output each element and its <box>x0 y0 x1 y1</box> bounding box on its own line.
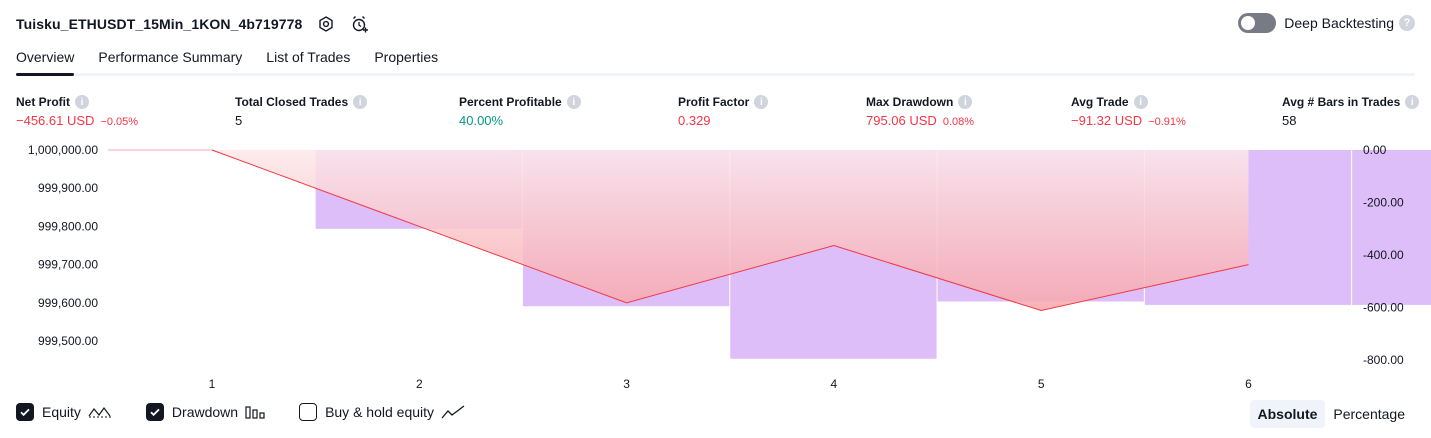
metric-title: Profit Factor <box>678 95 750 109</box>
report-tabs: Overview Performance Summary List of Tra… <box>16 44 462 76</box>
equity-series <box>108 149 1249 312</box>
metric-value: 0.329 <box>678 113 711 128</box>
help-icon[interactable]: ? <box>1399 15 1415 31</box>
strategy-name: Tuisku_ETHUSDT_15Min_1KON_4b719778 <box>16 16 303 32</box>
metric-max-drawdown: Max Drawdown i 795.06 USD 0.08% <box>866 94 974 128</box>
buy-hold-line-icon <box>441 405 465 419</box>
tabs-divider <box>16 73 1415 76</box>
tab-properties[interactable]: Properties <box>374 49 439 65</box>
right-axis-tick: -600.00 <box>1363 301 1404 315</box>
left-axis: 1,000,000.00 999,900.00 999,800.00 999,700.… <box>28 143 98 348</box>
legend-label: Buy & hold equity <box>325 404 435 420</box>
legend-label: Drawdown <box>171 404 239 420</box>
chart-legend: Equity Drawdown Buy & hold equity <box>16 403 499 421</box>
metric-sub-value: 0.08% <box>942 116 975 128</box>
metric-title: Max Drawdown <box>866 95 954 109</box>
metric-title: Net Profit <box>16 95 70 109</box>
metric-value: −91.32 USD <box>1071 113 1143 128</box>
metric-profit-factor: Profit Factor i 0.329 <box>678 94 769 128</box>
metric-title: Percent Profitable <box>459 95 562 109</box>
left-axis-tick: 999,500.00 <box>38 334 98 348</box>
metric-title: Total Closed Trades <box>235 95 349 109</box>
absolute-button[interactable]: Absolute <box>1249 400 1326 428</box>
metric-title: Avg Trade <box>1071 95 1129 109</box>
metric-avg-bars-in-trades: Avg # Bars in Trades i 58 <box>1282 94 1420 128</box>
left-axis-tick: 999,900.00 <box>38 181 98 195</box>
right-axis-tick: -400.00 <box>1363 248 1404 262</box>
metric-total-closed-trades: Total Closed Trades i 5 <box>235 94 368 128</box>
equity-line-icon <box>88 405 112 419</box>
metric-title: Avg # Bars in Trades <box>1282 95 1401 109</box>
metric-value: 40.00% <box>459 113 504 128</box>
x-axis: 1 2 3 4 5 6 <box>209 377 1253 391</box>
drawdown-bars-icon <box>245 405 265 419</box>
info-icon[interactable]: i <box>566 95 581 109</box>
metric-avg-trade: Avg Trade i −91.32 USD −0.91% <box>1071 94 1186 128</box>
deep-backtesting-toggle[interactable] <box>1238 13 1277 33</box>
metric-sub-value: −0.91% <box>1148 116 1186 128</box>
x-axis-tick: 2 <box>416 377 423 391</box>
legend-equity[interactable]: Equity <box>16 403 112 421</box>
right-axis-tick: -800.00 <box>1363 353 1404 367</box>
metric-value: 58 <box>1282 113 1297 128</box>
equity-area <box>212 150 1249 311</box>
info-icon[interactable]: i <box>754 95 769 109</box>
value-mode-switch: Absolute Percentage <box>1249 400 1414 428</box>
metric-sub-value: −0.05% <box>100 116 139 128</box>
legend-label: Equity <box>42 404 81 420</box>
deep-backtesting-control: Deep Backtesting ? <box>1238 13 1415 33</box>
equity-checkbox[interactable] <box>16 403 34 421</box>
right-axis-tick: -200.00 <box>1363 196 1404 210</box>
metric-net-profit: Net Profit i −456.61 USD −0.05% <box>16 94 138 128</box>
metric-value: 795.06 USD <box>866 113 937 128</box>
metric-value: 5 <box>235 113 243 128</box>
toggle-knob <box>1241 16 1256 30</box>
deep-backtesting-label: Deep Backtesting <box>1284 15 1394 31</box>
equity-drawdown-chart[interactable]: 1,000,000.00 999,900.00 999,800.00 999,700.… <box>0 138 1431 396</box>
buy-hold-checkbox[interactable] <box>299 403 318 421</box>
metric-percent-profitable: Percent Profitable i 40.00% <box>459 94 581 128</box>
legend-drawdown[interactable]: Drawdown <box>145 403 265 421</box>
right-axis: 0.00 -200.00 -400.00 -600.00 -800.00 <box>1363 143 1404 367</box>
percentage-button[interactable]: Percentage <box>1333 406 1405 422</box>
drawdown-checkbox[interactable] <box>145 403 164 421</box>
x-axis-tick: 3 <box>623 377 630 391</box>
legend-buy-hold-equity[interactable]: Buy & hold equity <box>299 403 465 421</box>
report-header: Tuisku_ETHUSDT_15Min_1KON_4b719778 <box>16 12 370 36</box>
left-axis-tick: 999,700.00 <box>38 258 98 272</box>
drawdown-bar <box>1352 150 1431 305</box>
info-icon[interactable]: i <box>1405 95 1420 109</box>
equity-line <box>211 149 1249 312</box>
info-icon[interactable]: i <box>1133 95 1148 109</box>
x-axis-tick: 6 <box>1245 377 1252 391</box>
tab-list-of-trades[interactable]: List of Trades <box>266 49 351 65</box>
x-axis-tick: 1 <box>209 377 216 391</box>
metric-value: −456.61 USD <box>16 113 95 128</box>
right-axis-tick: 0.00 <box>1363 143 1387 157</box>
alarm-add-icon[interactable] <box>350 14 370 34</box>
gear-hex-icon[interactable] <box>316 14 336 34</box>
x-axis-tick: 4 <box>831 377 838 391</box>
x-axis-tick: 5 <box>1038 377 1045 391</box>
left-axis-tick: 1,000,000.00 <box>28 143 98 157</box>
info-icon[interactable]: i <box>353 95 368 109</box>
left-axis-tick: 999,800.00 <box>38 219 98 233</box>
tab-overview[interactable]: Overview <box>16 44 75 76</box>
left-axis-tick: 999,600.00 <box>38 296 98 310</box>
tab-performance-summary[interactable]: Performance Summary <box>98 49 243 65</box>
info-icon[interactable]: i <box>958 95 973 109</box>
info-icon[interactable]: i <box>75 95 89 109</box>
